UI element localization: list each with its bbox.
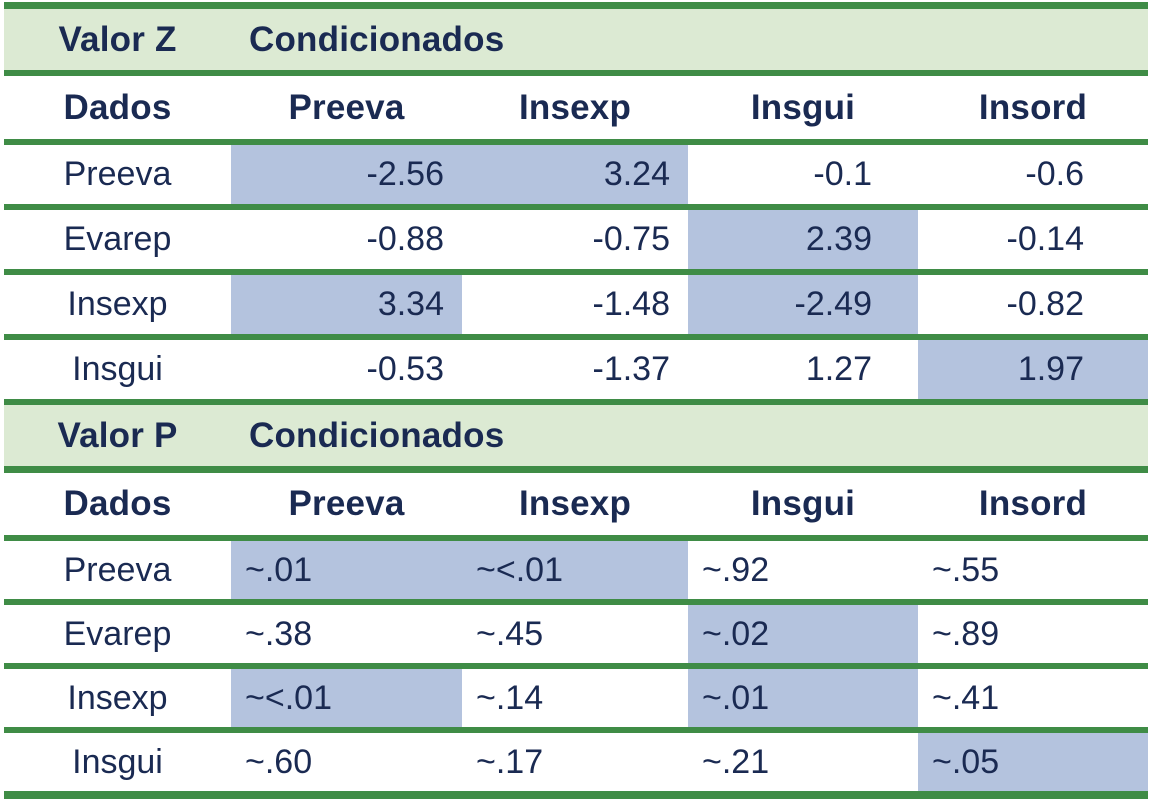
value-cell: -0.53 <box>231 337 462 405</box>
value-cell: -0.88 <box>231 207 462 275</box>
value-cell: ~.41 <box>918 666 1148 733</box>
column-header-preeva: Preeva <box>231 469 462 541</box>
table-row: Preeva ~.01 ~<.01 ~.92 ~.55 <box>4 538 1148 605</box>
value-cell: ~.21 <box>688 730 918 799</box>
value-cell-highlighted: 3.34 <box>231 272 462 340</box>
value-cell: -1.48 <box>462 272 688 340</box>
value-cell-highlighted: -2.56 <box>231 142 462 210</box>
section-subtitle: Condicionados <box>249 415 505 455</box>
value-cell: -0.1 <box>688 142 918 210</box>
section-band-inner: Valor Z Condicionados <box>4 9 1148 70</box>
column-header-insord: Insord <box>918 73 1148 145</box>
column-header-insgui: Insgui <box>688 469 918 541</box>
section-title: Valor P <box>57 415 178 455</box>
value-cell-highlighted: 2.39 <box>688 207 918 275</box>
tables-root: Valor Z Condicionados Dados Preeva Insexp Ins… <box>4 2 1148 799</box>
section-band: Valor P Condicionados <box>4 405 1148 473</box>
row-label: Preeva <box>4 142 231 210</box>
table-valor-p: Valor P Condicionados Dados Preeva Insexp Ins… <box>4 405 1148 799</box>
value-cell: -0.6 <box>918 142 1148 210</box>
column-header-row: Dados Preeva Insexp Insgui Insord <box>4 469 1148 541</box>
column-header-dados: Dados <box>4 469 231 541</box>
row-label: Preeva <box>4 538 231 605</box>
table-row: Insexp 3.34 -1.48 -2.49 -0.82 <box>4 272 1148 340</box>
section-title: Valor Z <box>58 19 177 59</box>
column-header-insexp: Insexp <box>462 469 688 541</box>
value-cell: ~.60 <box>231 730 462 799</box>
value-cell-highlighted: ~.05 <box>918 730 1148 799</box>
value-cell-highlighted: 1.97 <box>918 337 1148 405</box>
value-cell: ~.17 <box>462 730 688 799</box>
row-label: Insgui <box>4 730 231 799</box>
column-header-dados: Dados <box>4 73 231 145</box>
section-band: Valor Z Condicionados <box>4 2 1148 76</box>
table-valor-z: Valor Z Condicionados Dados Preeva Insexp Ins… <box>4 2 1148 405</box>
value-cell-highlighted: ~<.01 <box>462 538 688 605</box>
table-row: Preeva -2.56 3.24 -0.1 -0.6 <box>4 142 1148 210</box>
value-cell-highlighted: ~.01 <box>231 538 462 605</box>
value-cell: -0.75 <box>462 207 688 275</box>
table-row: Evarep ~.38 ~.45 ~.02 ~.89 <box>4 602 1148 669</box>
value-cell: -0.82 <box>918 272 1148 340</box>
row-label: Insexp <box>4 666 231 733</box>
value-cell-highlighted: ~.02 <box>688 602 918 669</box>
section-band-cell: Valor Z Condicionados <box>4 2 1148 76</box>
table-row: Insgui -0.53 -1.37 1.27 1.97 <box>4 337 1148 405</box>
value-cell: ~.89 <box>918 602 1148 669</box>
value-cell: ~.92 <box>688 538 918 605</box>
value-cell: ~.14 <box>462 666 688 733</box>
column-header-insgui: Insgui <box>688 73 918 145</box>
value-cell-highlighted: 3.24 <box>462 142 688 210</box>
value-cell: ~.55 <box>918 538 1148 605</box>
value-cell-highlighted: ~.01 <box>688 666 918 733</box>
section-subtitle: Condicionados <box>249 19 505 59</box>
value-cell: ~.38 <box>231 602 462 669</box>
column-header-preeva: Preeva <box>231 73 462 145</box>
table-row: Insgui ~.60 ~.17 ~.21 ~.05 <box>4 730 1148 799</box>
table-row: Insexp ~<.01 ~.14 ~.01 ~.41 <box>4 666 1148 733</box>
row-label: Evarep <box>4 602 231 669</box>
value-cell: ~.45 <box>462 602 688 669</box>
value-cell: -1.37 <box>462 337 688 405</box>
row-label: Evarep <box>4 207 231 275</box>
section-band-inner: Valor P Condicionados <box>4 405 1148 466</box>
value-cell-highlighted: -2.49 <box>688 272 918 340</box>
row-label: Insexp <box>4 272 231 340</box>
column-header-insord: Insord <box>918 469 1148 541</box>
value-cell: 1.27 <box>688 337 918 405</box>
row-label: Insgui <box>4 337 231 405</box>
table-row: Evarep -0.88 -0.75 2.39 -0.14 <box>4 207 1148 275</box>
section-band-cell: Valor P Condicionados <box>4 405 1148 473</box>
column-header-row: Dados Preeva Insexp Insgui Insord <box>4 73 1148 145</box>
value-cell-highlighted: ~<.01 <box>231 666 462 733</box>
value-cell: -0.14 <box>918 207 1148 275</box>
column-header-insexp: Insexp <box>462 73 688 145</box>
